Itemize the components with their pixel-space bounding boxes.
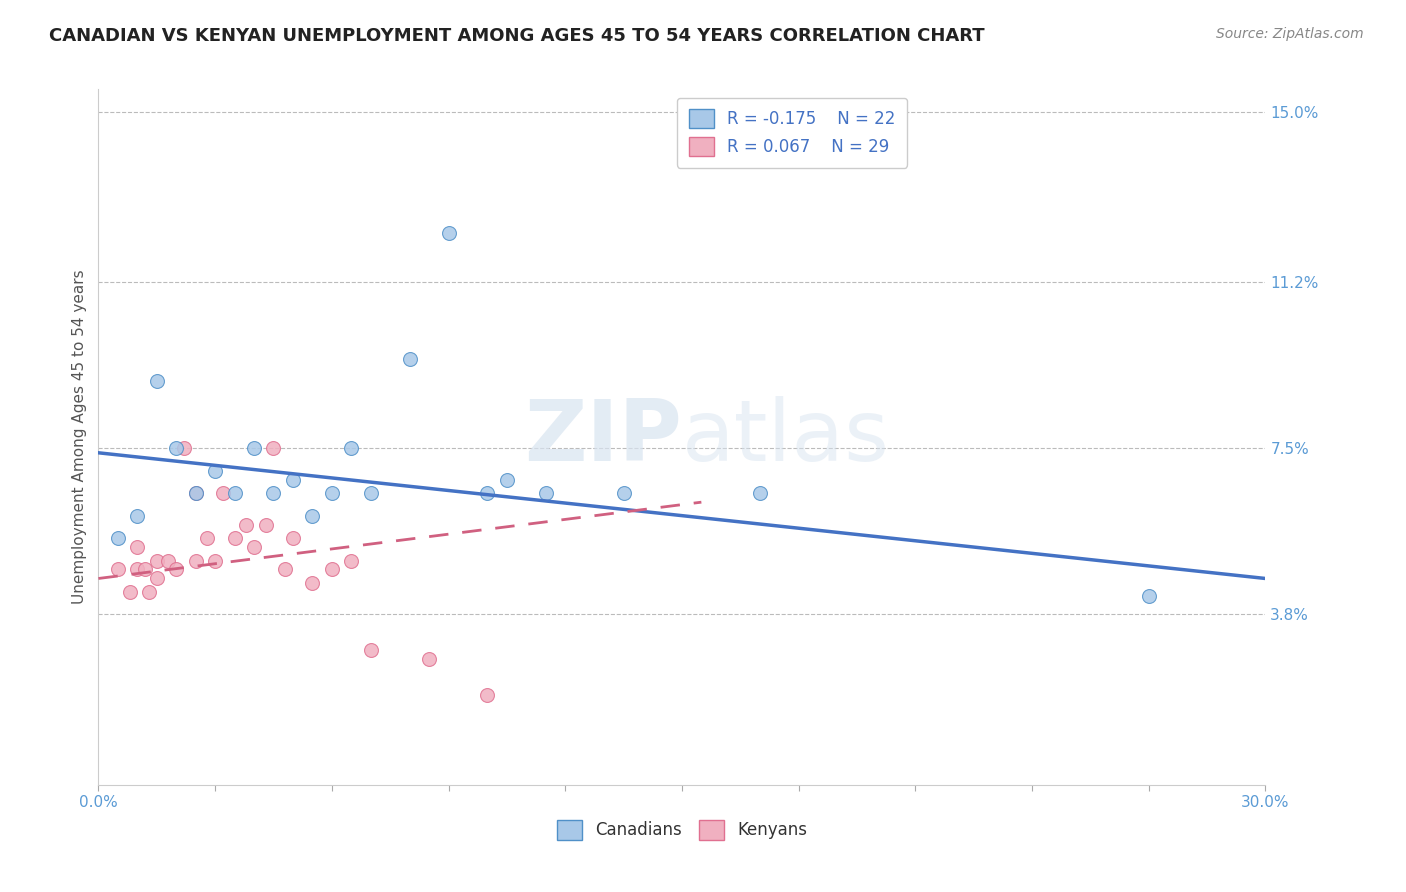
Point [146, 374, 169, 388]
Point [281, 473, 304, 487]
Point [157, 553, 180, 567]
Point [748, 486, 770, 500]
Point [360, 486, 382, 500]
Point [204, 464, 226, 478]
Point [321, 562, 343, 576]
Point [340, 442, 363, 456]
Text: atlas: atlas [682, 395, 890, 479]
Point [224, 531, 246, 545]
Point [262, 486, 284, 500]
Point [254, 517, 277, 532]
Point [496, 473, 519, 487]
Point [146, 572, 169, 586]
Point [477, 486, 499, 500]
Point [1137, 590, 1160, 604]
Point [301, 576, 323, 591]
Point [204, 553, 226, 567]
Point [398, 351, 420, 366]
Point [146, 553, 169, 567]
Point [243, 540, 266, 554]
Point [235, 517, 257, 532]
Point [262, 442, 284, 456]
Text: Source: ZipAtlas.com: Source: ZipAtlas.com [1216, 27, 1364, 41]
Legend: Canadians, Kenyans: Canadians, Kenyans [550, 814, 814, 847]
Point [340, 553, 363, 567]
Point [301, 508, 323, 523]
Point [224, 486, 246, 500]
Point [281, 531, 304, 545]
Point [212, 486, 235, 500]
Point [477, 688, 499, 702]
Point [184, 486, 207, 500]
Point [613, 486, 636, 500]
Point [173, 442, 195, 456]
Point [243, 442, 266, 456]
Point [321, 486, 343, 500]
Point [134, 562, 156, 576]
Point [184, 486, 207, 500]
Point [437, 226, 460, 240]
Text: ZIP: ZIP [524, 395, 682, 479]
Point [107, 531, 129, 545]
Point [195, 531, 218, 545]
Point [360, 643, 382, 657]
Point [107, 562, 129, 576]
Point [418, 652, 440, 666]
Point [127, 508, 149, 523]
Point [118, 585, 141, 599]
Point [165, 562, 187, 576]
Point [184, 553, 207, 567]
Y-axis label: Unemployment Among Ages 45 to 54 years: Unemployment Among Ages 45 to 54 years [72, 269, 87, 605]
Point [138, 585, 160, 599]
Point [127, 562, 149, 576]
Point [534, 486, 557, 500]
Point [274, 562, 297, 576]
Point [127, 540, 149, 554]
Point [165, 442, 187, 456]
Text: CANADIAN VS KENYAN UNEMPLOYMENT AMONG AGES 45 TO 54 YEARS CORRELATION CHART: CANADIAN VS KENYAN UNEMPLOYMENT AMONG AG… [49, 27, 984, 45]
